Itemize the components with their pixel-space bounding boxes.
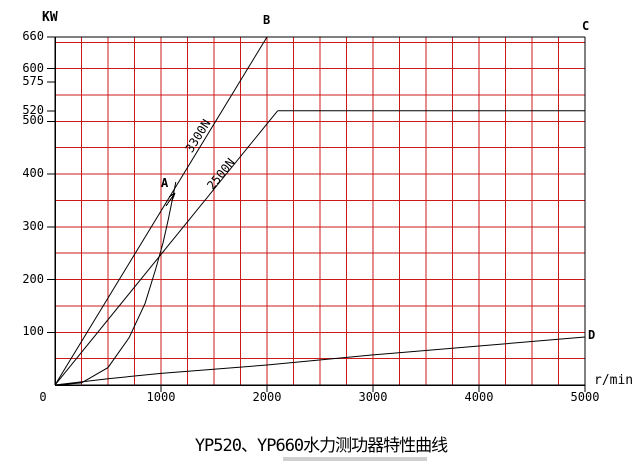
a-leader-line — [165, 192, 176, 207]
y-tick-label: 400 — [22, 166, 44, 180]
y-tick-label: 575 — [22, 74, 44, 88]
y-tick-label: 660 — [22, 29, 44, 43]
title-underline — [283, 457, 427, 461]
y-tick-label: 520 — [22, 103, 44, 117]
point-label-d: D — [588, 328, 596, 342]
chart-title: YP520、YP660水力测功器特性曲线 — [194, 436, 448, 456]
point-label-a: A — [161, 176, 169, 190]
point-label-b: B — [263, 13, 271, 27]
y-tick-label: 500 — [22, 113, 44, 127]
a-leader-arrowhead — [171, 192, 176, 202]
y-axis-unit-label: KW — [42, 10, 58, 25]
x-tick-label-origin: 0 — [39, 390, 47, 404]
x-tick-label: 3000 — [358, 390, 388, 404]
x-tick-label: 2000 — [252, 390, 282, 404]
x-tick-label: 1000 — [146, 390, 176, 404]
y-tick-label: 300 — [22, 219, 44, 233]
curve-torque-line-2500N — [54, 110, 278, 386]
point-label-c: C — [582, 19, 590, 33]
curve-full-water-curve — [54, 181, 177, 386]
y-tick-label: 100 — [22, 324, 44, 338]
y-tick-label: 200 — [22, 272, 44, 286]
curve-torque-line-3300N — [54, 36, 268, 386]
y-tick-label: 600 — [22, 61, 44, 75]
x-tick-label: 4000 — [464, 390, 494, 404]
x-axis-unit-label: r/min — [594, 373, 634, 388]
a-leader-arrowhead — [168, 192, 176, 198]
curve-no-load-curve — [54, 336, 586, 386]
x-tick-label: 5000 — [570, 390, 600, 404]
